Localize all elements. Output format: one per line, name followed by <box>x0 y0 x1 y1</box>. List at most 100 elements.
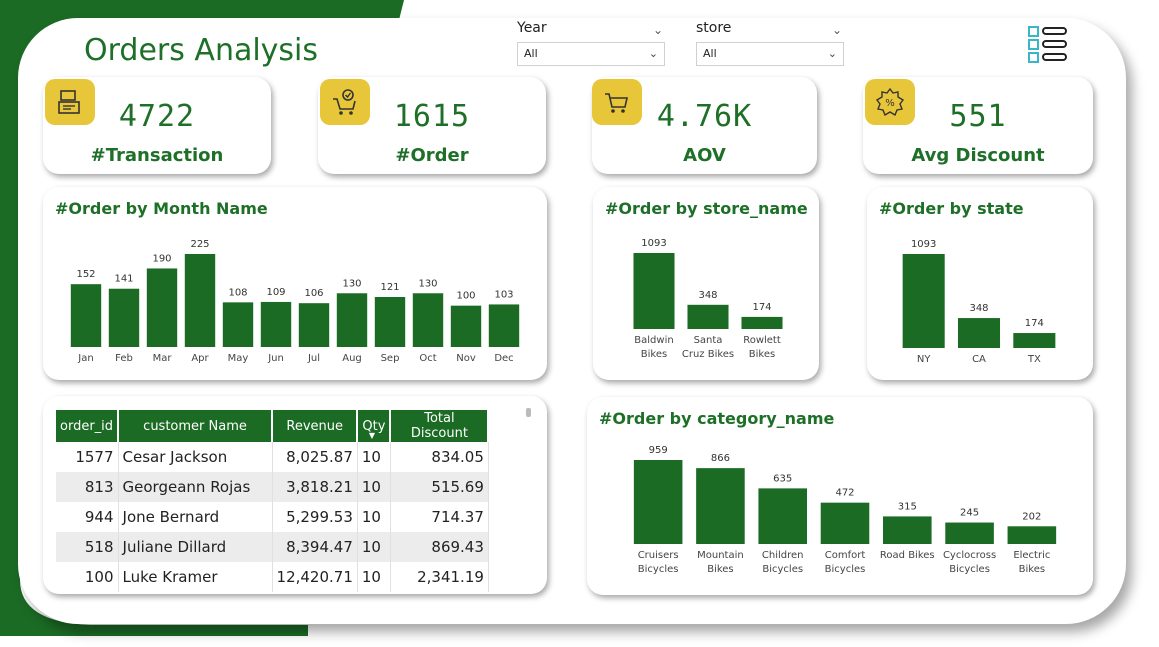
table-row[interactable]: 1577 Cesar Jackson 8,025.87 10 834.05 <box>56 442 489 472</box>
sort-desc-icon: ▼ <box>368 431 376 440</box>
data-label: 202 <box>1022 511 1041 522</box>
year-slicer[interactable]: Year ⌄ All ⌄ <box>517 17 665 66</box>
data-label: 225 <box>190 239 209 250</box>
cell-qty: 10 <box>357 442 391 472</box>
store-slicer[interactable]: store ⌄ All ⌄ <box>696 17 844 66</box>
chart-card-month: #Order by Month Name 152 Jan 141 Feb 190 Mar 2… <box>43 187 547 380</box>
category-label: Road Bikes <box>880 550 935 561</box>
store-dropdown[interactable]: All ⌄ <box>696 42 844 66</box>
chart-card-category: #Order by category_name 959 Cruisers Bicyc… <box>587 397 1093 595</box>
column-header-qty-label: Qty <box>362 418 386 434</box>
category-label: Cruz Bikes <box>682 349 734 360</box>
chevron-down-icon: ⌄ <box>648 47 658 60</box>
chart-bar[interactable] <box>260 301 292 347</box>
cell-revenue: 8,025.87 <box>272 442 358 472</box>
column-header-order-id[interactable]: order_id <box>56 410 120 442</box>
data-label: 108 <box>228 287 247 298</box>
chart-bar[interactable] <box>412 293 444 347</box>
table-scrollbar[interactable] <box>526 408 531 417</box>
data-label: 1093 <box>641 238 666 249</box>
data-label: 190 <box>152 253 171 264</box>
chart-bar[interactable] <box>298 303 330 347</box>
cell-qty: 10 <box>357 562 391 592</box>
kpi-label: #Order <box>395 145 469 166</box>
category-label: Rowlett <box>743 335 781 346</box>
chart-bar[interactable] <box>336 293 368 347</box>
cell-revenue: 8,394.47 <box>272 532 358 562</box>
chevron-down-icon[interactable]: ⌄ <box>831 23 842 37</box>
chart-bar[interactable] <box>184 254 216 347</box>
chart-bar[interactable] <box>758 488 808 544</box>
chart-title: #Order by Month Name <box>55 199 268 218</box>
chart-bar[interactable] <box>957 318 1001 348</box>
chart-bar[interactable] <box>687 304 729 329</box>
cell-customer-name: Juliane Dillard <box>118 532 273 562</box>
category-label: Bikes <box>641 349 667 360</box>
year-dropdown[interactable]: All ⌄ <box>517 42 665 66</box>
chart-bar[interactable] <box>146 268 178 347</box>
chart-bar[interactable] <box>108 288 140 347</box>
category-label: Bicycles <box>762 564 803 575</box>
data-label: 141 <box>114 274 133 285</box>
data-label: 109 <box>266 287 285 298</box>
chart-bar[interactable] <box>633 460 683 544</box>
category-label: Santa <box>694 335 723 346</box>
category-label: Children <box>762 550 804 561</box>
data-label: 130 <box>418 278 437 289</box>
chart-bar[interactable] <box>882 516 932 544</box>
chart-bar[interactable] <box>222 302 254 347</box>
category-label: Cyclocross <box>943 550 996 561</box>
cell-qty: 10 <box>357 502 391 532</box>
category-label: Electric <box>1013 550 1050 561</box>
category-label: CA <box>972 354 986 365</box>
chart-title: #Order by state <box>879 199 1024 218</box>
kpi-value: 4722 <box>118 99 196 134</box>
cell-qty: 10 <box>357 532 391 562</box>
table-row[interactable]: 813 Georgeann Rojas 3,818.21 10 515.69 <box>56 472 489 502</box>
chart-order-by-month: 152 Jan 141 Feb 190 Mar 225 Apr 108 May 109 Jun 106 J… <box>70 239 520 364</box>
kpi-label: AOV <box>683 145 726 166</box>
table-row[interactable]: 100 Luke Kramer 12,420.71 10 2,341.19 <box>56 562 489 592</box>
chart-bar[interactable] <box>70 284 102 347</box>
store-dropdown-value: All <box>703 47 717 60</box>
chart-order-by-category: 959 Cruisers Bicycles 866 Mountain Bikes 635 Ch… <box>633 445 1057 575</box>
kpi-label: Avg Discount <box>911 145 1045 166</box>
chevron-down-icon[interactable]: ⌄ <box>652 23 663 37</box>
category-label: Comfort <box>825 550 866 561</box>
category-label: Bicycles <box>825 564 866 575</box>
category-label: TX <box>1027 354 1041 365</box>
category-label: Baldwin <box>634 335 673 346</box>
chart-bar[interactable] <box>696 468 745 544</box>
list-menu-icon[interactable] <box>1028 26 1068 64</box>
chart-bar[interactable] <box>820 502 870 544</box>
data-label: 635 <box>773 473 792 484</box>
column-header-customer-name[interactable]: customer Name <box>118 410 274 442</box>
column-header-qty[interactable]: Qty ▼ <box>357 410 392 442</box>
chart-bar[interactable] <box>374 296 406 347</box>
cell-customer-name: Georgeann Rojas <box>118 472 273 502</box>
kpi-value: 551 <box>949 99 1007 134</box>
category-label: Feb <box>115 353 133 364</box>
cell-order-id: 1577 <box>56 442 119 472</box>
store-slicer-label: store <box>696 20 732 36</box>
data-label: 121 <box>380 282 399 293</box>
cash-register-icon <box>45 79 95 125</box>
table-row[interactable]: 944 Jone Bernard 5,299.53 10 714.37 <box>56 502 489 532</box>
chart-bar[interactable] <box>1007 526 1057 544</box>
chart-bar[interactable] <box>633 253 675 329</box>
chart-bar[interactable] <box>1013 333 1056 348</box>
chart-bar[interactable] <box>450 305 482 347</box>
column-header-revenue[interactable]: Revenue <box>272 410 359 442</box>
chart-bar[interactable] <box>902 254 945 348</box>
data-label: 174 <box>752 302 771 313</box>
chevron-down-icon: ⌄ <box>827 47 837 60</box>
cell-total-discount: 714.37 <box>390 502 489 532</box>
table-row[interactable]: 518 Juliane Dillard 8,394.47 10 869.43 <box>56 532 489 562</box>
column-header-total-discount[interactable]: Total Discount <box>390 410 490 442</box>
category-label: Bikes <box>749 349 775 360</box>
chart-bar[interactable] <box>741 316 783 329</box>
chart-bar[interactable] <box>945 522 994 544</box>
chart-card-state: #Order by state 1093 NY 348 CA 174 TX <box>867 187 1093 380</box>
cell-customer-name: Luke Kramer <box>118 562 273 592</box>
chart-bar[interactable] <box>488 304 520 347</box>
